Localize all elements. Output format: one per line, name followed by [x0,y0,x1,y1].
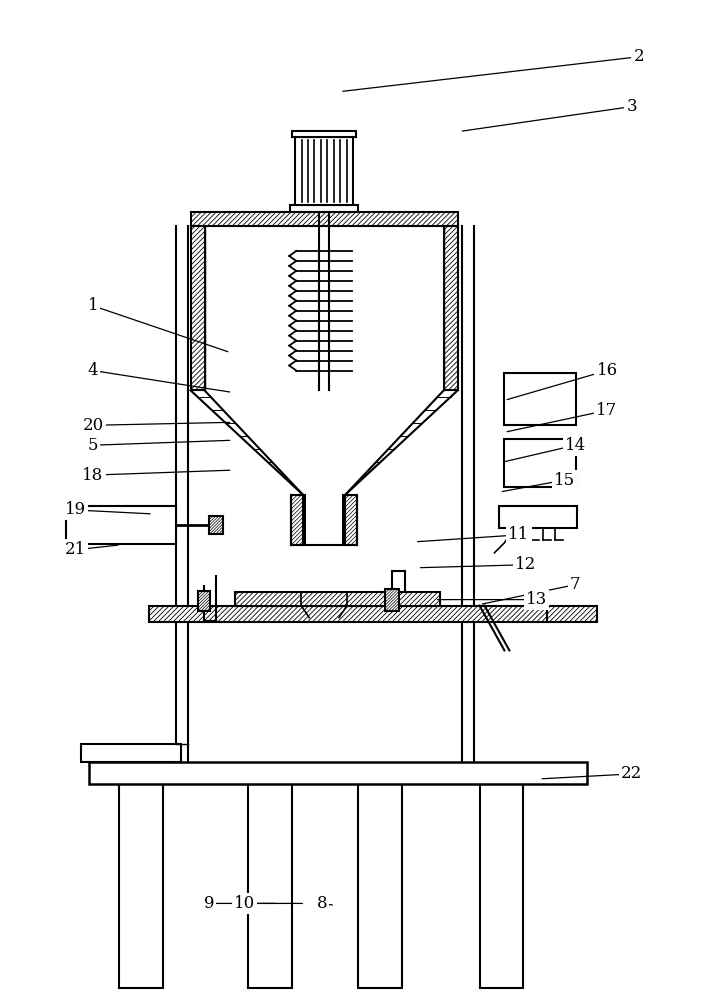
Bar [343,495,357,545]
Bar [204,226,444,390]
Bar [479,784,523,988]
Text: 15: 15 [554,472,575,489]
Bar [209,516,223,534]
Bar [198,591,209,611]
Text: 4: 4 [88,362,98,379]
Text: 9: 9 [204,895,214,912]
Text: 7: 7 [570,576,580,593]
Text: 11: 11 [508,526,530,543]
Bar [291,205,358,212]
Bar [358,784,402,988]
Bar [292,131,356,137]
Bar [89,762,587,784]
Text: 8: 8 [317,895,327,912]
Text: 2: 2 [633,48,644,65]
Text: 16: 16 [597,362,618,379]
Bar [148,606,547,622]
Bar [504,373,576,425]
Text: 18: 18 [82,467,103,484]
Text: 22: 22 [621,765,642,782]
Bar [499,506,577,528]
Bar [191,212,457,226]
Text: 21: 21 [65,541,86,558]
Bar [235,592,440,606]
Bar [291,495,305,545]
Text: 20: 20 [82,417,103,434]
Bar [504,439,576,487]
Bar [248,784,292,988]
Bar [66,506,176,544]
Bar [296,137,353,205]
Text: 3: 3 [626,98,637,115]
Text: 1: 1 [88,297,98,314]
Bar [547,606,597,622]
Text: 10: 10 [234,895,255,912]
Text: 13: 13 [526,591,547,608]
Bar [444,226,457,390]
Text: 17: 17 [597,402,618,419]
Text: 19: 19 [65,501,86,518]
Bar [385,589,399,611]
Text: 12: 12 [515,556,537,573]
Bar [191,226,204,390]
Text: 14: 14 [565,437,586,454]
Text: 5: 5 [88,437,98,454]
Bar [119,784,163,988]
Bar [81,744,181,762]
